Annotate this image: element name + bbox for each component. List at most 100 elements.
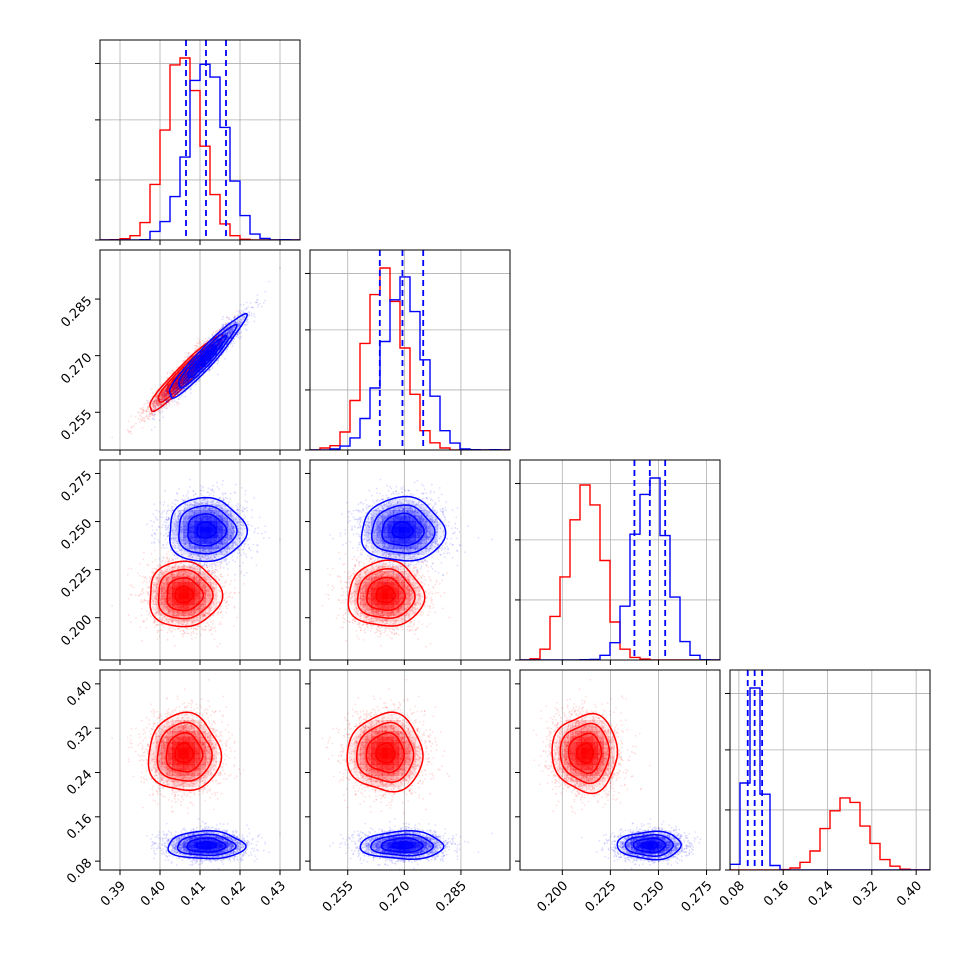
sample-point <box>182 359 185 362</box>
sample-point <box>151 404 154 407</box>
sample-point <box>163 392 166 395</box>
sample-point <box>229 332 232 335</box>
sample-point <box>145 415 148 418</box>
sample-point <box>189 353 192 356</box>
sample-point <box>187 379 190 381</box>
sample-point <box>177 377 180 380</box>
sample-point <box>161 395 164 398</box>
sample-point <box>141 412 143 415</box>
sample-point <box>233 325 236 328</box>
sample-point <box>151 395 154 398</box>
sample-point <box>153 402 155 404</box>
sample-point <box>224 322 227 325</box>
sample-point <box>155 397 158 399</box>
sample-point <box>233 325 236 328</box>
sample-point <box>153 413 156 415</box>
sample-point <box>257 298 259 301</box>
sample-point <box>150 388 153 390</box>
sample-point <box>163 390 166 392</box>
sample-point <box>164 395 167 397</box>
sample-point <box>176 379 178 381</box>
sample-point <box>174 392 177 395</box>
sample-point <box>148 413 151 415</box>
sample-point <box>157 407 160 409</box>
sample-point <box>181 379 184 382</box>
sample-point <box>164 392 167 395</box>
sample-point <box>199 341 201 343</box>
sample-point <box>216 329 218 332</box>
sample-point <box>146 408 148 411</box>
sample-point <box>245 307 248 310</box>
sample-point <box>147 418 150 420</box>
sample-point <box>158 411 160 413</box>
density-cell <box>172 383 179 390</box>
sample-point <box>184 372 187 375</box>
sample-point <box>181 378 184 380</box>
sample-point <box>176 382 179 384</box>
sample-point <box>130 426 133 428</box>
sample-point <box>137 411 140 413</box>
sample-point <box>152 406 155 409</box>
sample-point <box>183 378 186 381</box>
sample-point <box>198 342 201 344</box>
sample-point <box>167 402 170 404</box>
sample-point <box>160 394 163 396</box>
sample-point <box>234 321 237 324</box>
sample-point <box>130 415 132 417</box>
series-1-2d <box>146 267 281 431</box>
sample-point <box>150 399 153 402</box>
sample-point <box>179 391 182 394</box>
sample-point <box>222 326 224 328</box>
sample-point <box>160 393 163 396</box>
sample-point <box>161 393 163 396</box>
sample-point <box>180 384 183 386</box>
sample-point <box>222 324 225 326</box>
sample-point <box>134 416 137 418</box>
density-cell <box>211 338 217 345</box>
sample-point <box>161 392 164 394</box>
sample-point <box>230 319 233 321</box>
gridlines <box>119 250 281 450</box>
sample-point <box>227 325 230 328</box>
sample-point <box>236 315 239 318</box>
sample-point <box>153 401 155 404</box>
sample-point <box>221 326 224 328</box>
sample-point <box>219 335 222 338</box>
sample-point <box>165 400 168 403</box>
sample-point <box>159 398 162 401</box>
sample-point <box>151 412 154 415</box>
sample-point <box>147 405 150 408</box>
sample-point <box>228 331 231 334</box>
sample-point <box>161 397 164 400</box>
sample-point <box>182 389 185 391</box>
sample-point <box>234 315 236 318</box>
sample-point <box>159 412 162 415</box>
sample-point <box>257 306 259 308</box>
sample-point <box>257 304 260 306</box>
sample-point <box>229 324 231 327</box>
sample-point <box>154 397 156 400</box>
sample-point <box>161 396 164 398</box>
sample-point <box>163 392 166 395</box>
sample-point <box>222 315 225 318</box>
sample-point <box>159 398 162 401</box>
sample-point <box>142 412 145 414</box>
sample-point <box>186 382 188 384</box>
sample-point <box>169 372 172 374</box>
sample-point <box>182 380 185 383</box>
sample-point <box>170 400 172 403</box>
sample-point <box>211 334 214 337</box>
sample-point <box>147 408 150 411</box>
sample-point <box>237 325 240 328</box>
sample-point <box>194 348 197 350</box>
sample-point <box>162 394 165 397</box>
sample-point <box>230 331 233 334</box>
sample-point <box>160 393 163 396</box>
density-cell <box>200 350 206 356</box>
sample-point <box>228 330 231 333</box>
sample-point <box>156 405 159 407</box>
sample-point <box>148 415 151 418</box>
sample-point <box>242 318 245 321</box>
sample-point <box>156 404 159 407</box>
sample-point <box>163 391 166 393</box>
